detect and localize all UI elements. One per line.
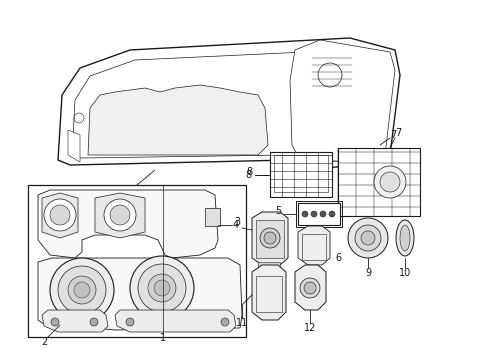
Text: 5: 5 bbox=[274, 206, 281, 216]
Text: 10: 10 bbox=[398, 268, 410, 278]
Circle shape bbox=[379, 172, 399, 192]
Circle shape bbox=[264, 232, 275, 244]
Text: 1: 1 bbox=[160, 333, 166, 343]
Bar bbox=[204, 208, 220, 226]
Text: 4: 4 bbox=[232, 220, 239, 230]
Polygon shape bbox=[58, 38, 399, 168]
Circle shape bbox=[154, 280, 170, 296]
Text: 7: 7 bbox=[389, 130, 395, 140]
Circle shape bbox=[221, 318, 228, 326]
Polygon shape bbox=[68, 130, 80, 162]
Bar bbox=[273, 155, 327, 192]
Circle shape bbox=[360, 231, 374, 245]
Circle shape bbox=[110, 205, 130, 225]
Bar bbox=[297, 203, 339, 225]
Circle shape bbox=[354, 225, 380, 251]
Circle shape bbox=[328, 211, 334, 217]
Circle shape bbox=[319, 211, 325, 217]
Circle shape bbox=[44, 199, 76, 231]
Polygon shape bbox=[251, 265, 285, 320]
Circle shape bbox=[304, 282, 315, 294]
Text: 8: 8 bbox=[244, 170, 250, 180]
Text: 8: 8 bbox=[245, 167, 251, 177]
Circle shape bbox=[50, 258, 114, 322]
Bar bbox=[258, 262, 280, 270]
Circle shape bbox=[138, 264, 185, 312]
Circle shape bbox=[104, 199, 136, 231]
Circle shape bbox=[260, 228, 280, 248]
Bar bbox=[28, 185, 245, 337]
Text: 6: 6 bbox=[334, 253, 340, 263]
Circle shape bbox=[299, 278, 319, 298]
Polygon shape bbox=[251, 212, 287, 265]
Circle shape bbox=[50, 205, 70, 225]
Bar bbox=[269, 152, 331, 197]
Text: 7: 7 bbox=[394, 128, 400, 138]
Polygon shape bbox=[289, 40, 394, 162]
Text: 11: 11 bbox=[235, 318, 247, 328]
Bar bbox=[256, 220, 284, 258]
Circle shape bbox=[347, 218, 387, 258]
Circle shape bbox=[148, 274, 176, 302]
Circle shape bbox=[130, 256, 194, 320]
Bar bbox=[337, 148, 419, 216]
Text: 3: 3 bbox=[233, 217, 240, 227]
Polygon shape bbox=[38, 258, 242, 330]
Polygon shape bbox=[38, 190, 218, 258]
Circle shape bbox=[373, 166, 405, 198]
Polygon shape bbox=[42, 310, 108, 332]
Circle shape bbox=[126, 318, 134, 326]
Ellipse shape bbox=[395, 220, 413, 256]
Text: 9: 9 bbox=[364, 268, 370, 278]
Bar bbox=[302, 234, 325, 260]
Bar bbox=[256, 276, 282, 312]
Polygon shape bbox=[297, 226, 329, 265]
Polygon shape bbox=[95, 193, 145, 238]
Circle shape bbox=[310, 211, 316, 217]
Circle shape bbox=[68, 276, 96, 304]
Circle shape bbox=[302, 211, 307, 217]
Polygon shape bbox=[42, 193, 78, 238]
Polygon shape bbox=[115, 310, 236, 332]
Polygon shape bbox=[294, 265, 325, 310]
Text: 2: 2 bbox=[41, 337, 47, 347]
Circle shape bbox=[74, 282, 90, 298]
Ellipse shape bbox=[399, 225, 409, 251]
Bar bbox=[295, 201, 341, 227]
Polygon shape bbox=[88, 85, 267, 155]
Text: 12: 12 bbox=[303, 323, 316, 333]
Circle shape bbox=[58, 266, 106, 314]
Circle shape bbox=[51, 318, 59, 326]
Circle shape bbox=[90, 318, 98, 326]
